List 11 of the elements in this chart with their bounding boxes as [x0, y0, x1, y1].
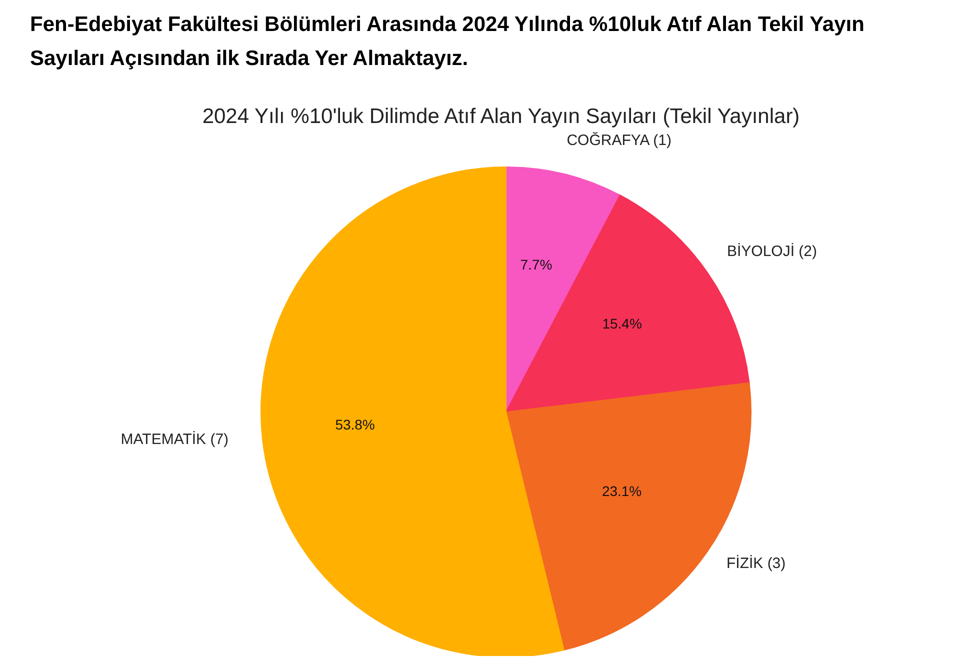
- pie-slice: [260, 166, 564, 656]
- chart-title: Fen-Edebiyat Fakültesi Bölümleri Arasında 2024 Yılında %10luk Atıf Alan Tekil Yayın Sayıları Açısından ilk Sırada Yer Almaktayız.: [30, 12, 866, 72]
- data-label: 7.7%: [520, 256, 552, 272]
- chart-subtitle: 2024 Yılı %10'luk Dilimde Atıf Alan Yayın Sayıları (Tekil Yayınlar): [202, 105, 800, 128]
- data-label: 23.1%: [602, 482, 642, 499]
- slice-label: BİYOLOJİ (2): [726, 242, 818, 260]
- data-label: 15.4%: [602, 316, 642, 332]
- slice-label: FİZİK (3): [726, 554, 786, 572]
- data-label: 53.8%: [335, 416, 375, 433]
- slice-label: COĞRAFYA (1): [566, 131, 672, 150]
- slice-label: MATEMATİK (7): [120, 430, 229, 448]
